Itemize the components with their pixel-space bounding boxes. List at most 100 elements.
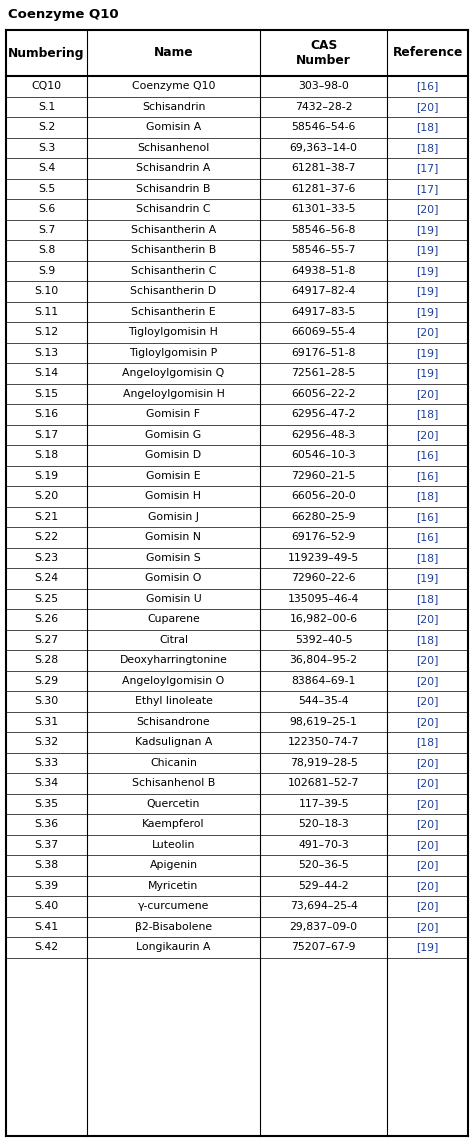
Text: CQ10: CQ10 (31, 81, 62, 91)
Text: [19]: [19] (416, 286, 439, 297)
Text: 66056–22-2: 66056–22-2 (292, 389, 356, 398)
Text: [19]: [19] (416, 307, 439, 317)
Text: 60546–10-3: 60546–10-3 (292, 451, 356, 460)
Text: Schisandrin C: Schisandrin C (136, 204, 211, 215)
Text: 75207–67-9: 75207–67-9 (292, 942, 356, 953)
Text: 66069–55-4: 66069–55-4 (292, 327, 356, 338)
Text: [20]: [20] (416, 860, 439, 871)
Text: Angeloylgomisin H: Angeloylgomisin H (123, 389, 224, 398)
Text: S.16: S.16 (34, 410, 58, 419)
Text: Schisandrone: Schisandrone (137, 717, 210, 727)
Text: [16]: [16] (416, 512, 439, 521)
Text: S.30: S.30 (34, 696, 59, 706)
Text: [20]: [20] (416, 881, 439, 891)
Text: Name: Name (154, 47, 193, 59)
Text: S.21: S.21 (34, 512, 58, 521)
Text: [20]: [20] (416, 696, 439, 706)
Text: 303–98-0: 303–98-0 (298, 81, 349, 91)
Text: S.17: S.17 (34, 430, 58, 439)
Text: [19]: [19] (416, 266, 439, 276)
Text: S.36: S.36 (34, 819, 58, 830)
Text: [20]: [20] (416, 901, 439, 912)
Text: Schisanhenol: Schisanhenol (137, 143, 210, 153)
Text: 7432–28-2: 7432–28-2 (295, 102, 352, 112)
Text: [20]: [20] (416, 799, 439, 809)
Text: 83864–69-1: 83864–69-1 (292, 675, 356, 686)
Text: [20]: [20] (416, 389, 439, 398)
Text: Deoxyharringtonine: Deoxyharringtonine (119, 655, 228, 665)
Text: Gomisin G: Gomisin G (146, 430, 201, 439)
Text: S.11: S.11 (34, 307, 58, 317)
Text: [20]: [20] (416, 922, 439, 932)
Text: S.3: S.3 (38, 143, 55, 153)
Text: 62956–47-2: 62956–47-2 (292, 410, 356, 419)
Text: S.6: S.6 (38, 204, 55, 215)
Text: Schisantherin E: Schisantherin E (131, 307, 216, 317)
Text: 98,619–25-1: 98,619–25-1 (290, 717, 357, 727)
Text: 5392–40-5: 5392–40-5 (295, 634, 353, 645)
Text: [18]: [18] (416, 122, 439, 132)
Text: Gomisin A: Gomisin A (146, 122, 201, 132)
Text: [18]: [18] (416, 737, 439, 747)
Text: S.33: S.33 (34, 758, 58, 768)
Text: Gomisin F: Gomisin F (146, 410, 201, 419)
Text: Schisandrin A: Schisandrin A (137, 163, 210, 173)
Text: 64917–83-5: 64917–83-5 (292, 307, 356, 317)
Text: 64938–51-8: 64938–51-8 (292, 266, 356, 276)
Text: [17]: [17] (416, 184, 439, 194)
Text: 520–36-5: 520–36-5 (298, 860, 349, 871)
Text: 73,694–25-4: 73,694–25-4 (290, 901, 357, 912)
Text: S.40: S.40 (34, 901, 59, 912)
Text: Tigloylgomisin H: Tigloylgomisin H (128, 327, 219, 338)
Text: S.31: S.31 (34, 717, 58, 727)
Text: [19]: [19] (416, 942, 439, 953)
Text: Gomisin S: Gomisin S (146, 552, 201, 563)
Text: β2-Bisabolene: β2-Bisabolene (135, 922, 212, 932)
Text: 58546–56-8: 58546–56-8 (292, 225, 356, 235)
Text: S.27: S.27 (34, 634, 58, 645)
Text: Reference: Reference (392, 47, 463, 59)
Text: [20]: [20] (416, 758, 439, 768)
Text: S.35: S.35 (34, 799, 58, 809)
Text: Gomisin U: Gomisin U (146, 593, 201, 604)
Text: S.9: S.9 (38, 266, 55, 276)
Text: Gomisin H: Gomisin H (146, 492, 201, 501)
Text: S.26: S.26 (34, 614, 58, 624)
Text: [16]: [16] (416, 451, 439, 460)
Text: Angeloylgomisin Q: Angeloylgomisin Q (122, 369, 225, 379)
Text: Gomisin J: Gomisin J (148, 512, 199, 521)
Text: S.14: S.14 (34, 369, 58, 379)
Text: CAS
Number: CAS Number (296, 39, 351, 67)
Text: S.34: S.34 (34, 778, 58, 788)
Text: [20]: [20] (416, 655, 439, 665)
Text: 122350–74-7: 122350–74-7 (288, 737, 359, 747)
Text: [19]: [19] (416, 225, 439, 235)
Text: 61281–38-7: 61281–38-7 (292, 163, 356, 173)
Text: [18]: [18] (416, 552, 439, 563)
Text: Schisandrin: Schisandrin (142, 102, 205, 112)
Text: Coenzyme Q10: Coenzyme Q10 (8, 8, 118, 21)
Text: 69176–51-8: 69176–51-8 (292, 348, 356, 358)
Text: 58546–54-6: 58546–54-6 (292, 122, 356, 132)
Text: 529–44-2: 529–44-2 (298, 881, 349, 891)
Text: Tigloylgomisin P: Tigloylgomisin P (129, 348, 218, 358)
Text: 72960–22-6: 72960–22-6 (292, 573, 356, 583)
Text: S.41: S.41 (34, 922, 58, 932)
Text: S.8: S.8 (38, 245, 55, 256)
Text: Angeloylgomisin O: Angeloylgomisin O (122, 675, 225, 686)
Text: [18]: [18] (416, 492, 439, 501)
Text: S.25: S.25 (34, 593, 58, 604)
Text: Luteolin: Luteolin (152, 840, 195, 850)
Text: S.24: S.24 (34, 573, 58, 583)
Text: 36,804–95-2: 36,804–95-2 (290, 655, 357, 665)
Text: Kadsulignan A: Kadsulignan A (135, 737, 212, 747)
Text: [20]: [20] (416, 675, 439, 686)
Text: S.19: S.19 (34, 471, 58, 480)
Text: S.13: S.13 (34, 348, 58, 358)
Text: S.28: S.28 (34, 655, 58, 665)
Text: S.42: S.42 (34, 942, 58, 953)
Text: S.1: S.1 (38, 102, 55, 112)
Text: 69176–52-9: 69176–52-9 (292, 532, 356, 542)
Text: 119239–49-5: 119239–49-5 (288, 552, 359, 563)
Text: Schisantherin C: Schisantherin C (131, 266, 216, 276)
